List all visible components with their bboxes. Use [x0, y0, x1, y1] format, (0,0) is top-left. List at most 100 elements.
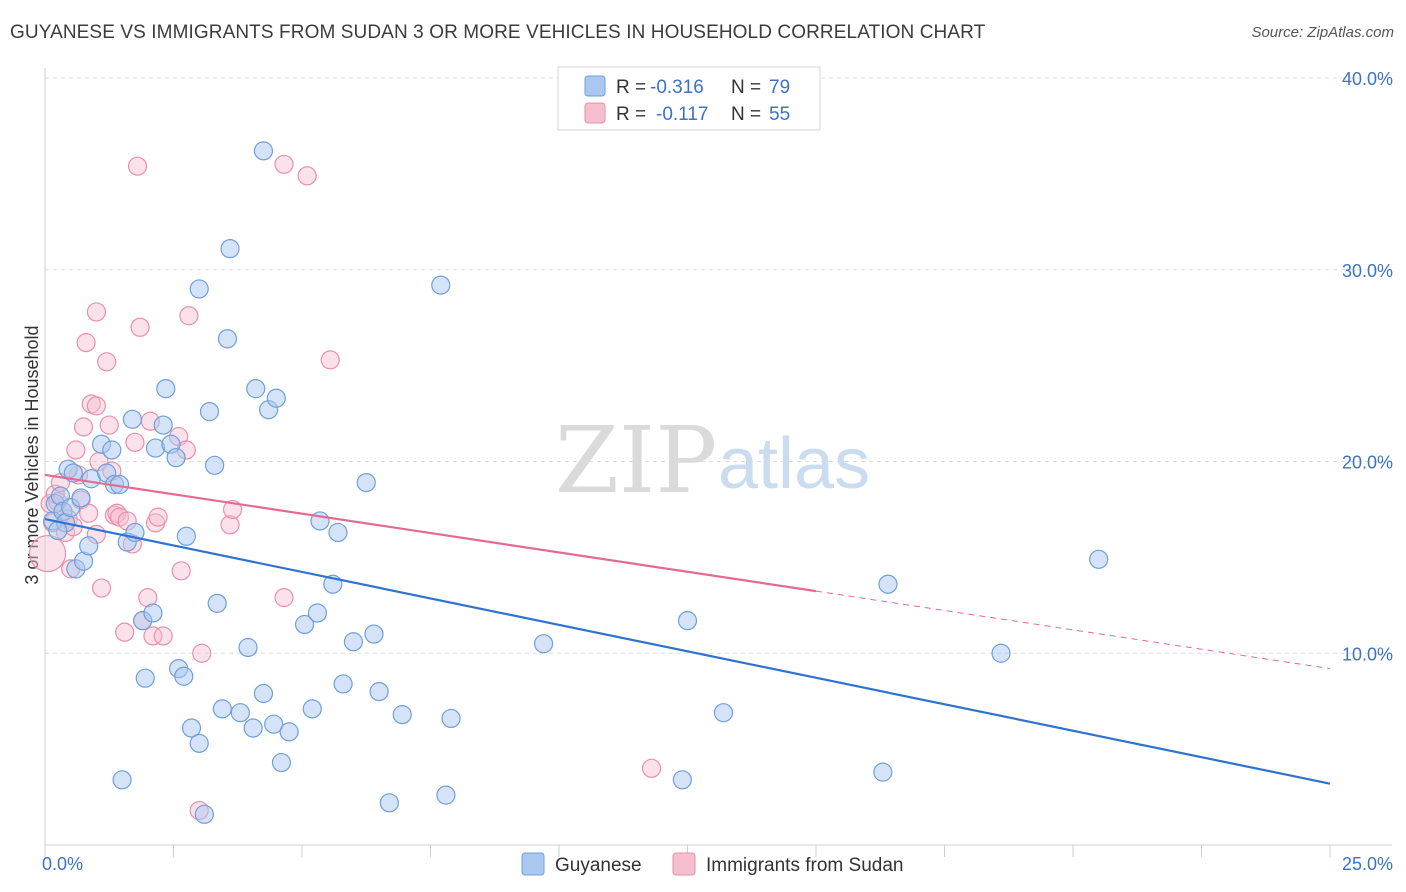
guyanese-point-20 [122, 409, 142, 429]
guyanese-point-52 [271, 752, 292, 773]
guyanese-point-36 [194, 804, 214, 824]
sudan-point-18 [86, 396, 107, 416]
y-axis-label: 3 or more Vehicles in Household [22, 325, 42, 584]
sudan-point-48 [274, 588, 294, 608]
guyanese-point-15 [102, 440, 122, 460]
chart-title: GUYANESE VS IMMIGRANTS FROM SUDAN 3 OR M… [10, 22, 986, 43]
guyanese-point-24 [143, 603, 163, 623]
guyanese-point-70 [533, 634, 554, 654]
legend-n-value-1: 79 [769, 77, 790, 98]
guyanese-point-77 [1089, 549, 1109, 569]
sudan-point-17 [86, 302, 107, 322]
top-legend: R = -0.316 N = 79 R = -0.117 N = 55 [557, 66, 821, 131]
sudan-point-38 [148, 507, 168, 527]
guyanese-point-27 [156, 379, 176, 399]
guyanese-point-32 [176, 526, 196, 546]
sudan-point-51 [320, 350, 340, 370]
guyanese-point-42 [220, 239, 240, 259]
sudan-point-36 [143, 626, 163, 646]
guyanese-point-48 [253, 141, 274, 161]
guyanese-point-29 [166, 448, 186, 468]
sudan-point-50 [297, 166, 317, 186]
legend-swatch-guyanese [584, 75, 606, 97]
legend-n-value-2: 55 [769, 104, 790, 125]
sudan-point-15 [79, 503, 99, 523]
guyanese-point-40 [212, 699, 232, 719]
guyanese-point-78 [48, 520, 68, 541]
legend-swatch-sudan [584, 102, 606, 124]
guyanese-point-38 [205, 455, 225, 475]
guyanese-point-37 [199, 402, 220, 422]
bottom-legend: Guyanese Immigrants from Sudan [521, 852, 903, 876]
guyanese-point-39 [207, 593, 227, 613]
legend-r-label-1: R = [616, 77, 646, 98]
guyanese-point-46 [246, 379, 266, 399]
sudan-point-30 [125, 432, 145, 452]
guyanese-point-73 [713, 703, 734, 723]
guyanese-point-74 [873, 762, 893, 782]
sudan-point-0 [28, 534, 67, 573]
guyanese-point-71 [672, 770, 692, 790]
guyanese-point-69 [441, 708, 461, 729]
series-guyanese-points [43, 141, 1109, 824]
legend-n-label-1: N = [731, 77, 761, 98]
guyanese-point-65 [379, 793, 399, 813]
guyanese-point-53 [279, 722, 299, 742]
guyanese-point-76 [991, 643, 1011, 663]
sudan-point-10 [66, 440, 86, 460]
guyanese-point-62 [356, 472, 376, 493]
guyanese-point-35 [189, 279, 209, 299]
guyanese-point-9 [71, 488, 91, 508]
sudan-point-13 [73, 417, 94, 437]
sudan-point-43 [179, 306, 199, 326]
sudan-point-32 [130, 317, 150, 337]
watermark-zip: ZIP [555, 407, 717, 514]
guyanese-point-64 [369, 681, 389, 702]
sudan-trend-line-dashed [815, 590, 1331, 670]
bottom-legend-label-sudan: Immigrants from Sudan [706, 855, 903, 876]
guyanese-point-61 [343, 632, 363, 652]
y-tick-label-3: 40.0% [1342, 69, 1393, 89]
sudan-point-22 [99, 415, 119, 435]
bottom-legend-label-guyanese: Guyanese [555, 855, 642, 876]
sudan-point-41 [171, 561, 191, 581]
guyanese-point-33 [181, 718, 202, 738]
sudan-point-14 [76, 333, 96, 353]
sudan-point-52 [641, 758, 662, 778]
guyanese-point-34 [189, 733, 209, 753]
legend-r-value-1: -0.316 [650, 77, 704, 98]
trend-lines [44, 473, 1331, 785]
guyanese-point-26 [153, 415, 173, 435]
watermark-atlas: atlas [718, 424, 870, 504]
sudan-point-27 [115, 622, 135, 642]
axes [44, 68, 1392, 857]
x-tick-label-0: 0.0% [42, 854, 83, 874]
guyanese-point-60 [333, 674, 353, 694]
guyanese-point-63 [364, 624, 384, 644]
guyanese-point-51 [266, 388, 286, 408]
legend-r-label-2: R = [616, 104, 646, 125]
guyanese-point-41 [217, 329, 238, 349]
source-credit: Source: ZipAtlas.com [1251, 24, 1394, 41]
guyanese-point-54 [294, 614, 315, 635]
guyanese-point-23 [135, 668, 155, 688]
y-tick-label-1: 20.0% [1342, 453, 1393, 473]
sudan-point-46 [220, 515, 240, 535]
sudan-point-45 [192, 643, 212, 663]
guyanese-point-18 [112, 770, 132, 790]
guyanese-point-43 [230, 703, 250, 723]
sudan-trend-line [44, 473, 817, 593]
guyanese-point-68 [436, 785, 456, 805]
guyanese-point-44 [238, 637, 258, 658]
watermark: ZIP atlas [555, 407, 870, 514]
y-tick-label-2: 30.0% [1342, 261, 1393, 281]
guyanese-point-59 [328, 522, 348, 543]
guyanese-point-47 [253, 683, 274, 704]
sudan-point-21 [97, 352, 117, 372]
bottom-legend-swatch-guyanese [521, 852, 545, 876]
sudan-point-39 [153, 626, 173, 646]
sudan-point-49 [274, 154, 294, 174]
legend-n-label-2: N = [731, 104, 761, 125]
legend-r-value-2: -0.117 [656, 104, 708, 125]
